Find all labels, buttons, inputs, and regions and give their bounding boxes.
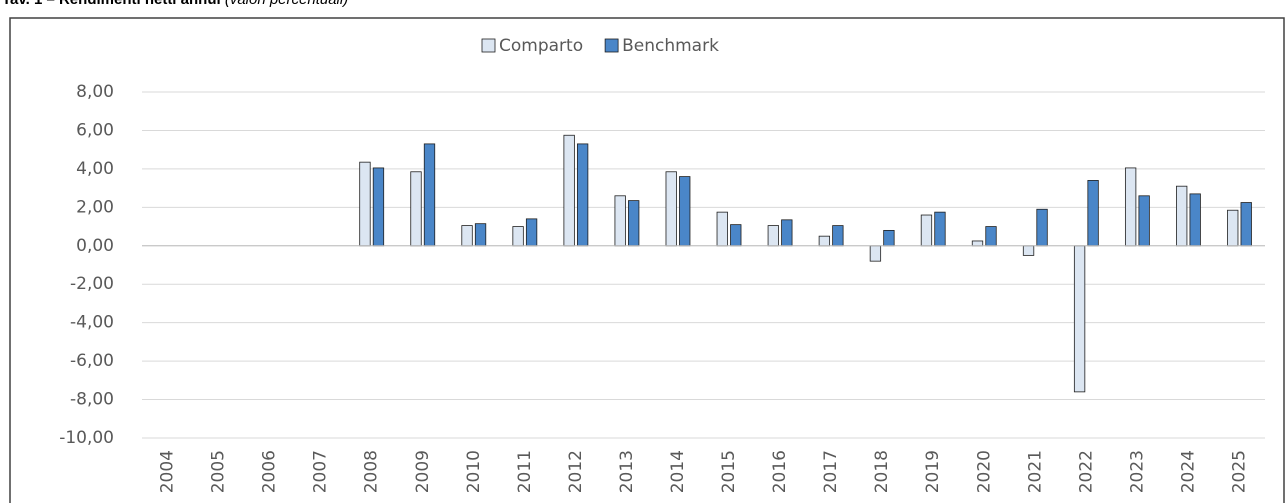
bar [985,226,997,247]
bar [359,161,371,247]
x-tick-label: 2007 [311,450,331,493]
bar [563,134,575,247]
x-tick-label: 2010 [464,450,484,493]
y-tick-label: 2,00 [76,197,114,217]
bar [818,235,831,247]
legend-swatch [481,38,496,53]
x-tick-label: 2024 [1178,450,1198,493]
bar [614,195,626,247]
bar [832,225,844,247]
bar [716,211,728,247]
x-tick-label: 2015 [719,450,739,493]
x-tick-label: 2021 [1025,450,1045,493]
x-tick-label: 2025 [1229,450,1249,493]
bar [461,225,473,247]
bar [372,167,385,247]
x-tick-label: 2023 [1127,450,1147,493]
bar [1124,167,1137,247]
x-tick-label: 2013 [617,450,637,493]
bar [525,218,538,247]
y-tick-label: 4,00 [76,159,114,179]
y-tick-label: 0,00 [76,236,114,256]
y-tick-label: 6,00 [76,120,114,140]
x-tick-label: 2014 [668,450,688,493]
bar [767,225,779,247]
bar [1022,245,1035,256]
y-tick-label: -8,00 [70,390,114,410]
bar [1227,209,1239,247]
x-tick-label: 2004 [158,450,178,493]
bar [423,143,436,247]
x-tick-label: 2019 [923,450,943,493]
bar [781,219,793,247]
bar [730,224,742,247]
legend-label: Benchmark [622,36,719,56]
y-tick-label: -4,00 [70,313,114,333]
x-tick-label: 2011 [515,450,535,493]
bar [1138,195,1150,247]
x-tick-label: 2006 [260,450,280,493]
bar [1176,185,1188,247]
bar [410,171,422,247]
bar [883,229,895,247]
bar [1087,180,1099,247]
bar [576,143,589,247]
chart-frame [9,17,1285,503]
y-tick-label: 8,00 [76,82,114,102]
x-tick-label: 2009 [413,450,433,493]
x-tick-label: 2005 [209,450,229,493]
legend-label: Comparto [499,36,583,56]
x-tick-label: 2018 [872,450,892,493]
y-tick-label: -10,00 [59,428,114,448]
bar [679,176,691,247]
y-tick-label: -6,00 [70,351,114,371]
bar [665,171,677,247]
x-tick-label: 2022 [1076,450,1096,493]
bar [920,214,933,247]
bar [628,200,640,247]
bar [1036,208,1048,247]
bar [934,211,946,247]
y-tick-label: -2,00 [70,274,114,294]
x-tick-label: 2008 [362,450,382,493]
bar [512,226,524,247]
title-block: Tav. 1 – Rendimenti netti annui (valori … [2,0,348,8]
bar [1073,245,1086,393]
bar [1240,202,1252,247]
chart-subtitle: (valori percentuali) [225,0,348,8]
x-tick-label: 2016 [770,450,790,493]
bar [1189,193,1201,247]
x-tick-label: 2020 [974,450,994,493]
x-tick-label: 2017 [821,450,841,493]
legend-swatch [604,38,619,53]
chart-title: Tav. 1 – Rendimenti netti annui [2,0,221,8]
bar [869,245,882,262]
bar [474,223,487,247]
bar [971,240,984,247]
x-tick-label: 2012 [566,450,586,493]
